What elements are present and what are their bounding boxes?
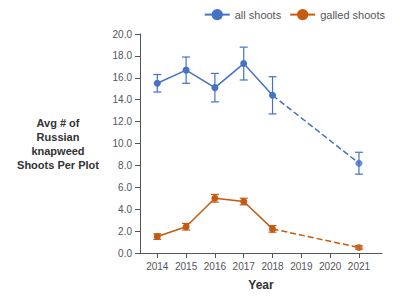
svg-text:2020: 2020 xyxy=(319,261,342,272)
svg-text:2017: 2017 xyxy=(233,261,256,272)
svg-text:2.0: 2.0 xyxy=(118,226,132,237)
svg-text:2016: 2016 xyxy=(204,261,227,272)
svg-text:16.0: 16.0 xyxy=(113,72,133,83)
svg-text:all shoots: all shoots xyxy=(235,9,282,21)
svg-text:galled shoots: galled shoots xyxy=(320,9,385,21)
svg-text:2019: 2019 xyxy=(290,261,313,272)
svg-text:Year: Year xyxy=(248,278,274,292)
svg-text:8.0: 8.0 xyxy=(118,160,132,171)
svg-text:12.0: 12.0 xyxy=(113,116,133,127)
svg-text:2021: 2021 xyxy=(348,261,371,272)
svg-text:10.0: 10.0 xyxy=(113,138,133,149)
svg-text:14.0: 14.0 xyxy=(113,94,133,105)
svg-text:Shoots Per Plot: Shoots Per Plot xyxy=(17,159,99,171)
svg-text:Russian: Russian xyxy=(37,131,80,143)
svg-text:6.0: 6.0 xyxy=(118,182,132,193)
svg-text:0.0: 0.0 xyxy=(118,248,132,259)
svg-text:18.0: 18.0 xyxy=(113,50,133,61)
svg-text:2018: 2018 xyxy=(261,261,284,272)
svg-text:4.0: 4.0 xyxy=(118,204,132,215)
svg-text:knapweed: knapweed xyxy=(31,145,84,157)
svg-text:Avg # of: Avg # of xyxy=(37,117,80,129)
svg-text:20.0: 20.0 xyxy=(113,29,133,40)
svg-text:2015: 2015 xyxy=(175,261,198,272)
svg-text:2014: 2014 xyxy=(146,261,169,272)
